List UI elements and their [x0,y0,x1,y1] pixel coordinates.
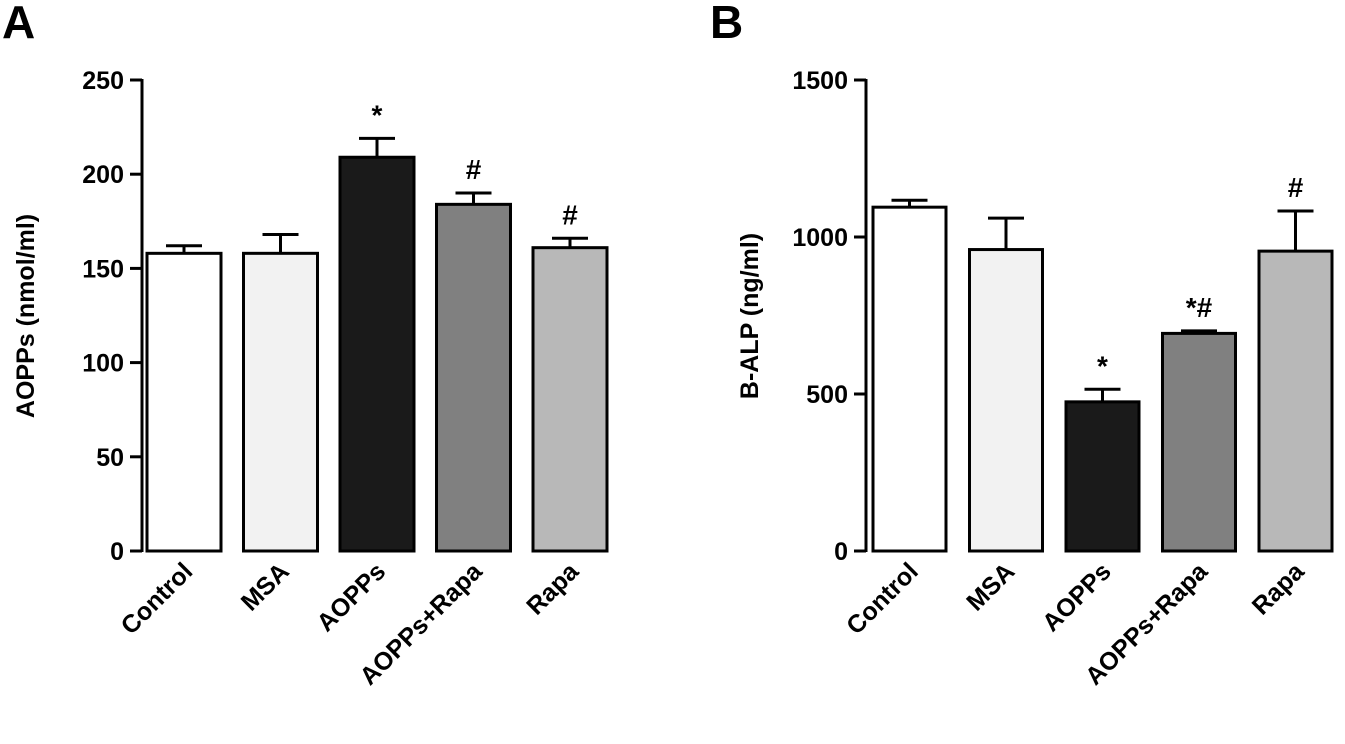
category-label-control: Control [116,557,199,640]
bar-control [145,251,223,553]
chart-panel-b: B B-ALP (ng/ml) 0 500 1000 1500 Control MSA * AOP… [710,0,1334,691]
bar-msa [968,248,1044,553]
bar-aopps [1064,400,1141,553]
y-tick-label: 250 [82,67,124,95]
annotation-aopps: * [1097,350,1108,381]
chart-panel-a: A AOPPs (nmol/ml) 0 50 100 150 200 250 Control MS… [2,0,609,691]
panel-letter: A [2,0,35,48]
y-tick-label: 0 [834,538,848,566]
y-tick-label: 100 [82,350,124,378]
y-tick-label: 50 [96,444,124,472]
annotation-aopps-rapa: *# [1186,292,1213,323]
bar-control [871,205,948,553]
bar-msa [242,251,319,553]
category-label-control: Control [841,557,924,640]
category-label-aopps: AOPPs [312,557,392,637]
category-label-msa: MSA [961,557,1020,616]
y-tick-label: 0 [110,538,124,566]
category-label-rapa: Rapa [521,557,585,621]
y-tick-label: 1500 [792,67,848,95]
y-axis-title: B-ALP (ng/ml) [736,233,764,399]
y-tick-label: 500 [806,381,848,409]
bar-rapa [1257,249,1334,553]
category-label-aopps: AOPPs [1037,557,1117,637]
y-axis-title: AOPPs (nmol/ml) [12,214,40,418]
bar-aopps [338,155,416,553]
bar-aopps-rapa [435,202,512,553]
bar-aopps-rapa [1161,331,1237,553]
annotation-aopps: * [372,99,383,130]
category-label-rapa: Rapa [1247,557,1311,621]
annotation-aopps-rapa: # [466,154,482,185]
bar-rapa [531,246,609,553]
annotation-rapa: # [1288,172,1304,203]
panel-letter: B [710,0,743,48]
y-tick-label: 200 [82,161,124,189]
y-tick-label: 1000 [792,224,848,252]
category-label-msa: MSA [236,557,295,616]
y-tick-label: 150 [82,255,124,283]
annotation-rapa: # [562,199,578,230]
